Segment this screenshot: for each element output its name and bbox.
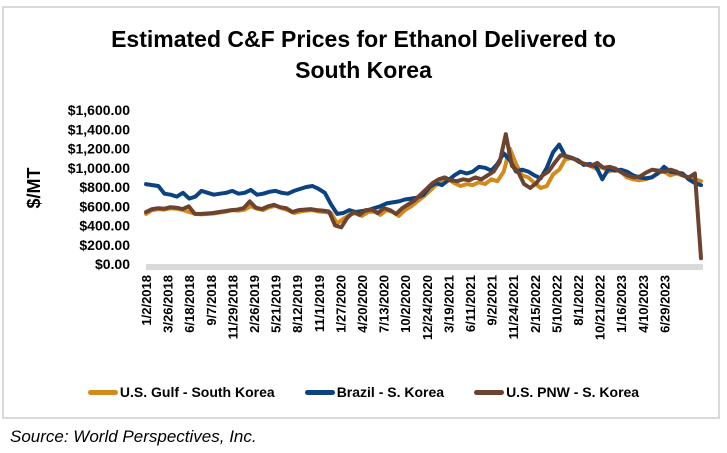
x-tick-label: 8/12/2019 bbox=[290, 275, 305, 333]
legend-label: U.S. PNW - S. Korea bbox=[506, 384, 640, 400]
chart-title: Estimated C&F Prices for Ethanol Deliver… bbox=[0, 24, 727, 86]
legend-swatch bbox=[87, 389, 118, 395]
series-line-brazil-s-korea bbox=[144, 142, 703, 216]
y-tick-label: $1,600.00 bbox=[68, 102, 130, 118]
legend: U.S. Gulf - South Korea Brazil - S. Korea… bbox=[0, 384, 727, 400]
x-tick-label: 1/27/2020 bbox=[333, 275, 348, 333]
legend-item: Brazil - S. Korea bbox=[304, 384, 445, 400]
x-tick-label: 11/1/2019 bbox=[312, 275, 327, 332]
chart-title-line-1: Estimated C&F Prices for Ethanol Deliver… bbox=[111, 26, 616, 52]
legend-label: Brazil - S. Korea bbox=[336, 384, 445, 400]
y-axis-label: $/MT bbox=[24, 167, 44, 208]
y-tick-label: $1,400.00 bbox=[68, 121, 130, 137]
x-tick-label: 4/10/2023 bbox=[636, 275, 651, 333]
legend-item: U.S. Gulf - South Korea bbox=[87, 384, 275, 400]
x-tick-label: 7/13/2020 bbox=[377, 275, 392, 333]
x-tick-label: 5/21/2019 bbox=[269, 275, 284, 333]
source-note: Source: World Perspectives, Inc. bbox=[10, 427, 257, 446]
x-tick-label: 11/29/2018 bbox=[225, 275, 240, 339]
x-tick-label: 9/7/2018 bbox=[204, 275, 219, 326]
x-tick-label: 1/2/2018 bbox=[139, 275, 154, 326]
x-tick-label: 10/2/2020 bbox=[398, 275, 413, 333]
y-tick-label: $1,000.00 bbox=[68, 160, 130, 176]
x-tick-label: 6/18/2018 bbox=[182, 275, 197, 333]
y-tick-label: $400.00 bbox=[79, 218, 130, 234]
x-tick-label: 1/16/2023 bbox=[614, 275, 629, 333]
chart-title-line-2: South Korea bbox=[295, 57, 432, 83]
x-tick-label: 9/2/2021 bbox=[485, 275, 500, 326]
legend-label: U.S. Gulf - South Korea bbox=[119, 384, 275, 400]
x-tick-label: 12/24/2020 bbox=[420, 275, 435, 340]
x-tick-label: 2/26/2019 bbox=[247, 275, 262, 333]
x-tick-label: 6/29/2023 bbox=[657, 275, 672, 333]
legend-swatch bbox=[304, 389, 335, 395]
y-tick-label: $0.00 bbox=[95, 256, 130, 272]
y-tick-label: $600.00 bbox=[79, 198, 130, 214]
x-tick-label: 10/21/2022 bbox=[593, 275, 608, 340]
y-tick-label: $1,200.00 bbox=[68, 141, 130, 157]
x-tick-label: 11/24/2021 bbox=[506, 275, 521, 339]
x-tick-label: 3/26/2018 bbox=[161, 275, 176, 333]
x-tick-label: 3/19/2021 bbox=[441, 275, 456, 333]
x-tick-label: 6/11/2021 bbox=[463, 275, 478, 332]
x-tick-label: 8/1/2022 bbox=[571, 275, 586, 326]
legend-swatch bbox=[474, 389, 505, 395]
y-tick-label: $200.00 bbox=[79, 237, 130, 253]
x-axis-band bbox=[146, 264, 703, 270]
series-line-u-s-pnw-s-korea bbox=[144, 132, 703, 261]
x-tick-label: 5/10/2022 bbox=[549, 275, 564, 333]
legend-item: U.S. PNW - S. Korea bbox=[474, 384, 639, 400]
x-tick-label: 2/15/2022 bbox=[528, 275, 543, 333]
y-tick-label: $800.00 bbox=[79, 179, 130, 195]
x-tick-label: 4/20/2020 bbox=[355, 275, 370, 333]
